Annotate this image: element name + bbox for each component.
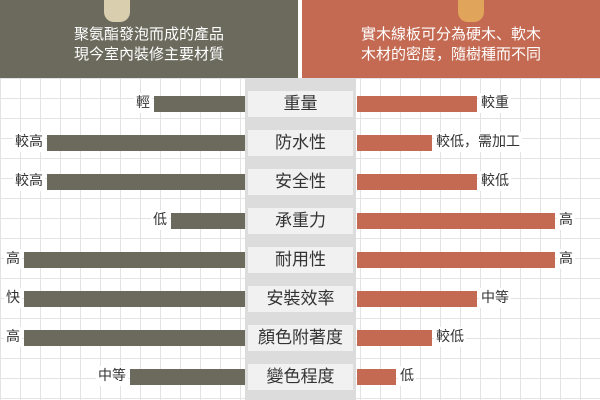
category-label: 承重力 <box>248 208 353 234</box>
wood-molding-illustration <box>458 0 484 22</box>
right-level-label: 低 <box>398 366 416 386</box>
comparison-row: 高 耐用性 高 <box>0 245 600 275</box>
left-level-bar <box>130 369 245 385</box>
comparison-row: 中等 變色程度 低 <box>0 362 600 392</box>
category-label: 安裝效率 <box>248 286 353 312</box>
left-level-bar <box>47 135 245 151</box>
right-level-label: 中等 <box>479 288 511 308</box>
left-level-bar <box>24 291 245 307</box>
category-label: 耐用性 <box>248 247 353 273</box>
right-header-line-2: 木材的密度，隨樹種而不同 <box>360 45 541 63</box>
comparison-row: 低 承重力 高 <box>0 206 600 236</box>
left-level-label: 高 <box>4 249 22 269</box>
right-level-label: 較低 <box>479 171 511 191</box>
left-level-bar <box>154 96 245 112</box>
right-level-label: 較低 <box>434 327 466 347</box>
right-level-bar <box>357 369 396 385</box>
right-level-label: 較低，需加工 <box>434 132 522 152</box>
left-level-label: 高 <box>4 327 22 347</box>
category-label: 安全性 <box>248 169 353 195</box>
right-level-bar <box>357 174 477 190</box>
right-level-bar <box>357 330 432 346</box>
right-material-header: 實木線板可分為硬木、軟木 木材的密度，隨樹種而不同 <box>302 0 600 78</box>
category-label: 顏色附著度 <box>248 325 353 351</box>
left-level-label: 低 <box>151 210 169 230</box>
pu-molding-illustration <box>104 0 130 22</box>
left-material-header: 聚氨酯發泡而成的產品 現今室內裝修主要材質 <box>0 0 298 78</box>
left-header-line-2: 現今室內裝修主要材質 <box>73 45 224 63</box>
left-level-label: 輕 <box>134 93 152 113</box>
right-header-line-1: 實木線板可分為硬木、軟木 <box>360 25 541 43</box>
right-level-label: 較重 <box>479 93 511 113</box>
left-level-label: 較高 <box>13 171 45 191</box>
comparison-row: 高 顏色附著度 較低 <box>0 323 600 353</box>
category-label: 防水性 <box>248 130 353 156</box>
comparison-row: 較高 安全性 較低 <box>0 167 600 197</box>
right-level-bar <box>357 213 555 229</box>
left-level-label: 快 <box>4 288 22 308</box>
right-level-bar <box>357 96 477 112</box>
right-level-bar <box>357 135 432 151</box>
right-level-bar <box>357 252 555 268</box>
left-level-bar <box>171 213 245 229</box>
category-label: 重量 <box>248 91 353 117</box>
left-level-label: 較高 <box>13 132 45 152</box>
category-label: 變色程度 <box>248 364 353 390</box>
left-level-bar <box>47 174 245 190</box>
comparison-row: 較高 防水性 較低，需加工 <box>0 128 600 158</box>
left-level-bar <box>24 330 245 346</box>
right-level-label: 高 <box>557 210 575 230</box>
left-level-bar <box>24 252 245 268</box>
right-level-bar <box>357 291 477 307</box>
comparison-row: 快 安裝效率 中等 <box>0 284 600 314</box>
comparison-row: 輕 重量 較重 <box>0 89 600 119</box>
left-level-label: 中等 <box>96 366 128 386</box>
left-header-line-1: 聚氨酯發泡而成的產品 <box>73 25 224 43</box>
right-level-label: 高 <box>557 249 575 269</box>
